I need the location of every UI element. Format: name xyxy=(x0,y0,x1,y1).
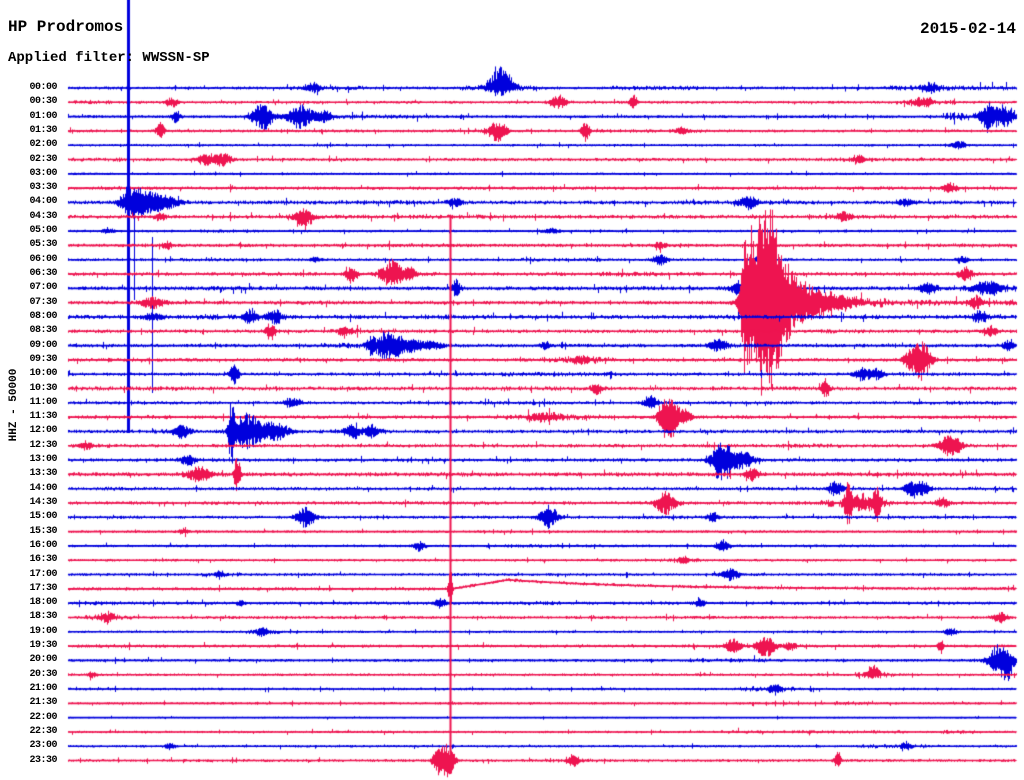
time-label-0400: 04:00 xyxy=(29,196,57,208)
station-name: HP Prodromos xyxy=(8,18,124,36)
time-label-1330: 13:30 xyxy=(29,468,57,480)
time-label-1430: 14:30 xyxy=(29,496,57,508)
time-label-2000: 20:00 xyxy=(29,654,57,666)
time-label-0930: 09:30 xyxy=(29,353,57,365)
time-label-1700: 17:00 xyxy=(29,568,57,580)
time-label-0800: 08:00 xyxy=(29,310,57,322)
time-label-2130: 21:30 xyxy=(29,697,57,709)
time-label-0900: 09:00 xyxy=(29,339,57,351)
time-label-2200: 22:00 xyxy=(29,711,57,723)
time-label-1600: 16:00 xyxy=(29,539,57,551)
time-label-0300: 03:00 xyxy=(29,167,57,179)
time-label-1400: 14:00 xyxy=(29,482,57,494)
time-label-1130: 11:30 xyxy=(29,411,57,423)
time-label-2100: 21:00 xyxy=(29,683,57,695)
time-label-1730: 17:30 xyxy=(29,582,57,594)
applied-filter-label: Applied filter: WWSSN-SP xyxy=(8,50,210,66)
time-label-0330: 03:30 xyxy=(29,182,57,194)
time-label-2300: 23:00 xyxy=(29,740,57,752)
time-label-0630: 06:30 xyxy=(29,268,57,280)
time-label-0230: 02:30 xyxy=(29,153,57,165)
time-label-1030: 10:30 xyxy=(29,382,57,394)
time-label-1230: 12:30 xyxy=(29,439,57,451)
time-label-2230: 22:30 xyxy=(29,725,57,737)
time-label-1200: 12:00 xyxy=(29,425,57,437)
time-label-2330: 23:30 xyxy=(29,754,57,766)
time-label-0130: 01:30 xyxy=(29,124,57,136)
time-label-1800: 18:00 xyxy=(29,597,57,609)
time-label-1830: 18:30 xyxy=(29,611,57,623)
time-label-1500: 15:00 xyxy=(29,511,57,523)
time-label-0200: 02:00 xyxy=(29,139,57,151)
record-date: 2015-02-14 xyxy=(919,20,1016,38)
time-label-0600: 06:00 xyxy=(29,253,57,265)
time-label-0100: 01:00 xyxy=(29,110,57,122)
time-label-0430: 04:30 xyxy=(29,210,57,222)
time-label-0830: 08:30 xyxy=(29,325,57,337)
time-label-1530: 15:30 xyxy=(29,525,57,537)
time-label-0030: 00:30 xyxy=(29,96,57,108)
time-label-1630: 16:30 xyxy=(29,554,57,566)
time-label-0700: 07:00 xyxy=(29,282,57,294)
time-label-0500: 05:00 xyxy=(29,225,57,237)
time-label-0530: 05:30 xyxy=(29,239,57,251)
time-label-1000: 10:00 xyxy=(29,368,57,380)
time-label-1900: 19:00 xyxy=(29,625,57,637)
time-label-0000: 00:00 xyxy=(29,82,57,93)
time-label-1100: 11:00 xyxy=(29,396,57,408)
time-label-1930: 19:30 xyxy=(29,640,57,652)
time-label-2030: 20:30 xyxy=(29,668,57,680)
time-label-0730: 07:30 xyxy=(29,296,57,308)
time-label-1300: 13:00 xyxy=(29,454,57,466)
